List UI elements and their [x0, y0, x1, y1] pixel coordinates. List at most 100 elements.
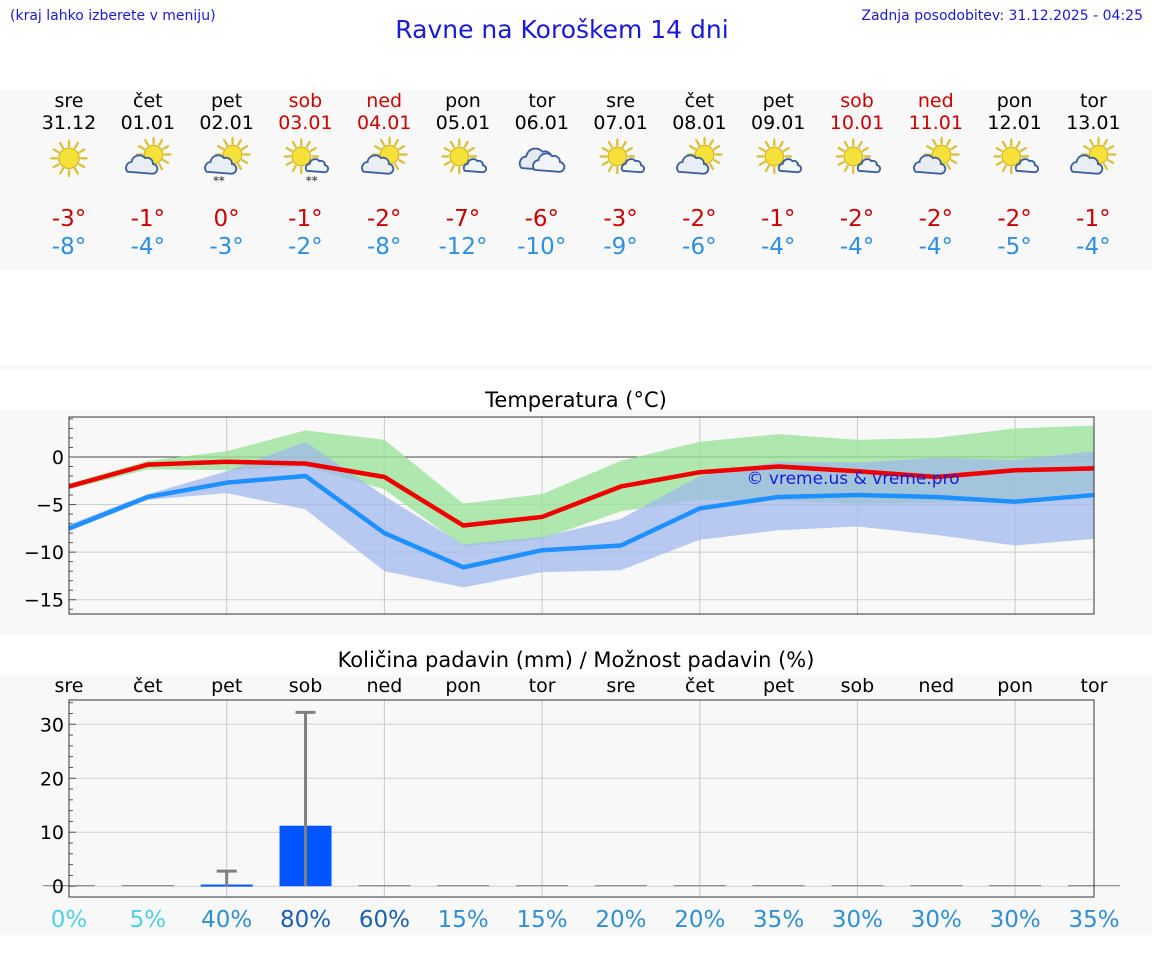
max-temperature: 0° [213, 206, 240, 232]
day-name: pet [210, 90, 243, 112]
day-date: 12.01 [987, 112, 1042, 134]
y-tick-label: −10 [24, 542, 64, 564]
y-tick-label: 10 [40, 822, 64, 844]
sun-small-cloud-icon [599, 138, 645, 175]
x-category-label: pon [445, 675, 481, 697]
precipitation-probability: 20% [595, 907, 646, 933]
x-category-label: pon [997, 675, 1033, 697]
partly-cloudy-icon [912, 136, 960, 175]
precipitation-bar [516, 885, 569, 887]
day-date: 10.01 [829, 112, 885, 134]
y-tick-label: 30 [40, 714, 64, 736]
partly-cloudy-icon [361, 136, 408, 175]
location-hint[interactable]: (kraj lahko izberete v meniju) [10, 8, 216, 24]
min-temperature: -4° [130, 234, 166, 260]
max-temperature: -1° [288, 206, 323, 232]
min-temperature: -4° [1076, 234, 1111, 260]
day-name: pon [996, 90, 1033, 112]
x-category-label: sre [606, 675, 635, 697]
precipitation-bar [910, 885, 963, 887]
day-name: čet [684, 90, 715, 112]
max-temperature: -7° [445, 206, 481, 232]
x-category-label: sob [841, 675, 875, 697]
forecast-band [0, 90, 1152, 270]
precipitation-probability: 20% [674, 907, 725, 933]
day-date: 04.01 [356, 112, 412, 134]
partly-cloudy-snow-icon: ** [203, 136, 251, 187]
partly-cloudy-icon [1070, 136, 1117, 175]
temperature-chart: 0 −5 −10 −15 © vreme.us & vreme.pro [24, 416, 1095, 615]
y-tick-label: 20 [40, 768, 64, 790]
precipitation-probability: 5% [130, 907, 167, 933]
sun-icon [50, 139, 88, 178]
precipitation-bar [121, 885, 174, 887]
day-date: 02.01 [199, 112, 254, 134]
day-column: čet 08.01 -2° -6° [659, 90, 739, 261]
day-date: 31.12 [41, 112, 97, 134]
precipitation-bar [437, 885, 490, 887]
sun-small-cloud-icon [835, 138, 882, 175]
precipitation-probability: 0% [51, 907, 88, 933]
temperature-chart-title: Temperatura (°C) [485, 388, 667, 412]
min-temperature: -9° [603, 234, 638, 260]
max-temperature: -1° [1076, 206, 1111, 232]
day-name: čet [133, 90, 163, 112]
svg-text:**: ** [306, 174, 318, 187]
day-name: pet [762, 90, 794, 112]
min-temperature: -3° [209, 234, 244, 260]
day-name: ned [917, 90, 954, 112]
precipitation-probability: 30% [832, 907, 883, 933]
day-name: ned [366, 90, 403, 112]
day-name: tor [528, 90, 556, 112]
precipitation-bar [989, 885, 1042, 887]
max-temperature-line [68, 459, 1095, 528]
day-name: tor [1079, 90, 1107, 112]
min-temperature: -8° [366, 234, 402, 260]
precipitation-bar [831, 885, 884, 887]
min-temperature: -4° [918, 234, 954, 260]
day-date: 05.01 [435, 112, 491, 134]
max-temperature: -2° [839, 206, 875, 232]
cloudy-icon [518, 147, 566, 173]
sun-small-cloud-snow-icon: ** [283, 138, 330, 187]
sun-small-cloud-icon [441, 138, 488, 175]
day-column: pon 12.01 -2° -5° [975, 90, 1055, 261]
min-temperature: -4° [760, 234, 796, 260]
min-temperature: -4° [839, 234, 875, 260]
day-name: sob [840, 90, 874, 112]
x-category-label: čet [133, 675, 163, 697]
day-column: tor 13.01 -1° -4° [1053, 90, 1133, 261]
x-category-label: ned [366, 675, 402, 697]
day-column: pet 02.01 ** 0° -3° [187, 90, 267, 261]
precipitation-probability: 35% [1068, 907, 1119, 933]
x-category-label: pet [763, 675, 794, 697]
min-temperature-line [68, 473, 1095, 570]
max-temperature: -3° [51, 206, 87, 232]
day-column: tor 06.01 -6° -10° [502, 90, 582, 261]
day-date: 08.01 [672, 112, 727, 134]
max-temperature: -2° [918, 206, 954, 232]
max-temperature: -2° [366, 206, 402, 232]
precipitation-chart: sre čet pet sob ned pon tor sre čet pet sob ned pon t… [40, 675, 1120, 933]
day-column: sob 03.01 ** -1° -2° [265, 90, 345, 261]
last-updated: Zadnja posodobitev: 31.12.2025 - 04:25 [861, 8, 1143, 24]
day-name: sob [288, 90, 323, 112]
max-temperature: -1° [760, 206, 796, 232]
day-date: 03.01 [278, 112, 333, 134]
day-name: sre [606, 90, 636, 112]
precipitation-probability: 60% [359, 907, 410, 933]
min-temperature: -12° [438, 234, 488, 260]
day-name: pon [445, 90, 481, 112]
max-temperature: -2° [997, 206, 1032, 232]
precipitation-probability: 15% [517, 907, 568, 933]
sun-small-cloud-icon [756, 138, 803, 175]
day-column: sre 07.01 -3° -9° [581, 90, 661, 261]
day-date: 11.01 [908, 112, 963, 134]
min-temperature: -10° [517, 234, 567, 260]
partly-cloudy-icon [124, 136, 172, 175]
max-temperature: -1° [130, 206, 166, 232]
precipitation-probability: 30% [911, 907, 962, 933]
day-column: pon 05.01 -7° -12° [423, 90, 503, 261]
day-date: 01.01 [120, 112, 175, 134]
day-column: sob 10.01 -2° -4° [817, 90, 897, 261]
